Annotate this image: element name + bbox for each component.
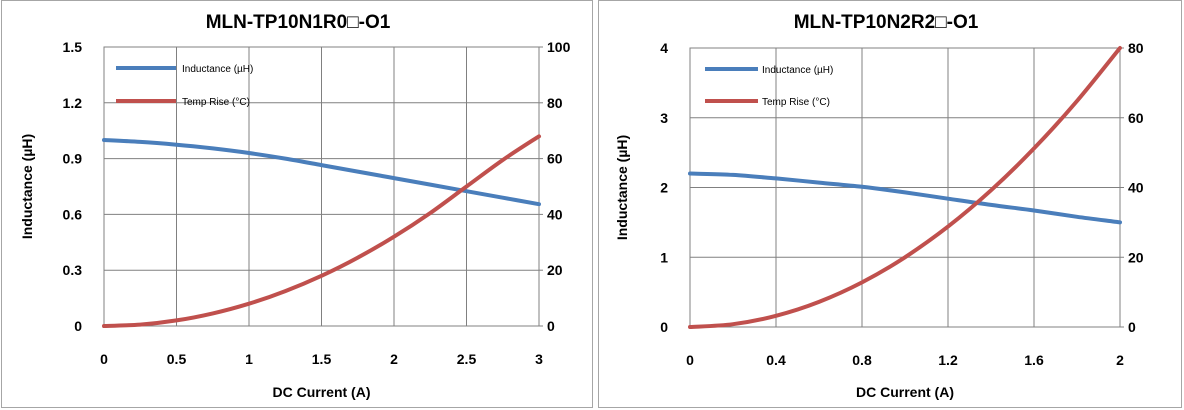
y2-tick-label: 20 [547, 262, 563, 278]
y-tick-label: 0 [74, 318, 82, 334]
y-tick-label: 4 [660, 40, 668, 56]
x-tick-label: 0.5 [167, 351, 187, 367]
x-tick-label: 0 [686, 352, 694, 368]
y-tick-label: 3 [660, 110, 668, 126]
y2-tick-label: 40 [547, 206, 563, 222]
series-line-temp-rise [102, 134, 541, 328]
x-tick-label: 1.5 [312, 351, 332, 367]
x-axis-label: DC Current (A) [856, 384, 954, 400]
chart-left-svg: MLN-TP10N1R0□-O1 0 0.5 1 1.5 2 2.5 3 0 0.3 0.6 0.9 1… [19, 12, 571, 400]
y-axis-label: Inductance (µH) [614, 135, 630, 240]
y2-tick-label: 60 [1128, 110, 1144, 126]
y-tick-label: 1.5 [63, 39, 83, 55]
x-tick-label: 1.2 [938, 352, 958, 368]
x-tick-label: 0.4 [766, 352, 786, 368]
legend-label-inductance: Inductance (µH) [762, 65, 833, 76]
y-tick-label: 0.3 [63, 262, 83, 278]
chart-title: MLN-TP10N2R2□-O1 [794, 12, 979, 33]
chart-right-svg: MLN-TP10N2R2□-O10 0.4 0.8 1.2 1.6 20123402040… [614, 12, 1144, 400]
x-tick-label: 0 [100, 351, 108, 367]
y2-tick-label: 80 [1128, 40, 1144, 56]
series-line-temp-rise [688, 46, 1122, 329]
series-line-inductance [688, 171, 1122, 225]
legend-label-inductance: Inductance (µH) [182, 64, 253, 75]
x-tick-label: 0.8 [852, 352, 872, 368]
y2-tick-label: 80 [547, 95, 563, 111]
x-tick-label: 3 [535, 351, 543, 367]
y2-tick-label: 20 [1128, 249, 1144, 265]
x-tick-label: 2 [1116, 352, 1124, 368]
y2-tick-label: 100 [547, 39, 571, 55]
chart-panel-left: MLN-TP10N1R0□-O1 0 0.5 1 1.5 2 2.5 3 0 0.3 0.6 0.9 1… [1, 0, 593, 408]
chart-title: MLN-TP10N1R0□-O1 [206, 12, 391, 33]
y2-tick-label: 40 [1128, 180, 1144, 196]
x-tick-label: 2.5 [457, 351, 477, 367]
y2-tick-label: 60 [547, 151, 563, 167]
y-tick-label: 1 [660, 249, 668, 265]
y2-tick-label: 0 [547, 318, 555, 334]
y2-tick-label: 0 [1128, 319, 1136, 335]
x-tick-label: 1 [245, 351, 253, 367]
y-axis-label: Inductance (µH) [19, 134, 35, 239]
y-tick-label: 1.2 [63, 95, 83, 111]
y-tick-label: 2 [660, 180, 668, 196]
x-tick-label: 2 [390, 351, 398, 367]
chart-panel-right: MLN-TP10N2R2□-O1 0 0.4 0.8 1.2 1.6 2 0 1 2 3 4 0 20 40… [598, 0, 1182, 408]
legend-label-temp-rise: Temp Rise (°C) [182, 97, 250, 108]
y-tick-label: 0.9 [63, 151, 83, 167]
legend-label-temp-rise: Temp Rise (°C) [762, 97, 830, 108]
y-tick-label: 0.6 [63, 206, 83, 222]
plot-border [103, 46, 540, 327]
series-line-inductance [102, 138, 541, 207]
x-axis-label: DC Current (A) [273, 384, 371, 400]
x-tick-label: 1.6 [1024, 352, 1044, 368]
y-tick-label: 0 [660, 319, 668, 335]
